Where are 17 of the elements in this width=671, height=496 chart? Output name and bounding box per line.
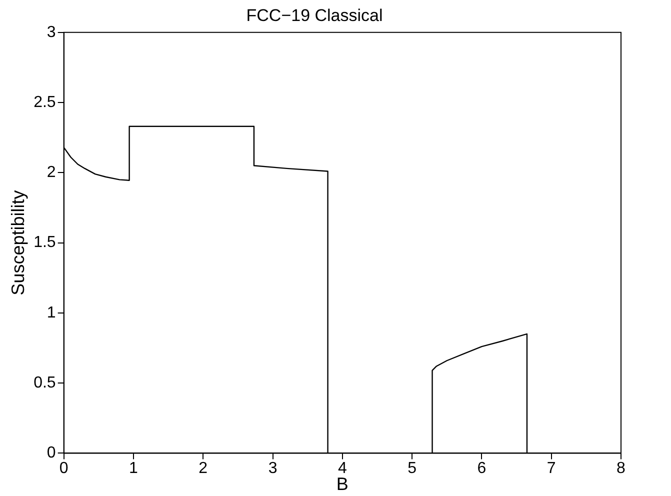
y-tick-label: 0.5 [34,374,56,392]
y-tick-label: 3 [46,24,56,41]
x-tick-label: 6 [477,460,486,478]
y-tick-label: 2.5 [34,94,56,111]
x-tick-label: 7 [546,460,556,478]
x-tick-label: 3 [268,460,278,478]
x-tick-label: 1 [129,460,138,478]
chart-title: FCC−19 Classical [246,6,383,25]
x-tick-label: 2 [198,460,208,478]
x-tick-label: 8 [616,460,626,478]
y-tick-label: 1.5 [34,234,56,252]
x-tick-label: 5 [408,460,417,478]
y-tick-label: 2 [46,164,56,182]
y-axis-title: Susceptibility [8,190,28,296]
y-tick-label: 1 [46,304,56,322]
y-tick-label: 0 [46,444,56,462]
x-tick-label: 0 [59,460,68,478]
